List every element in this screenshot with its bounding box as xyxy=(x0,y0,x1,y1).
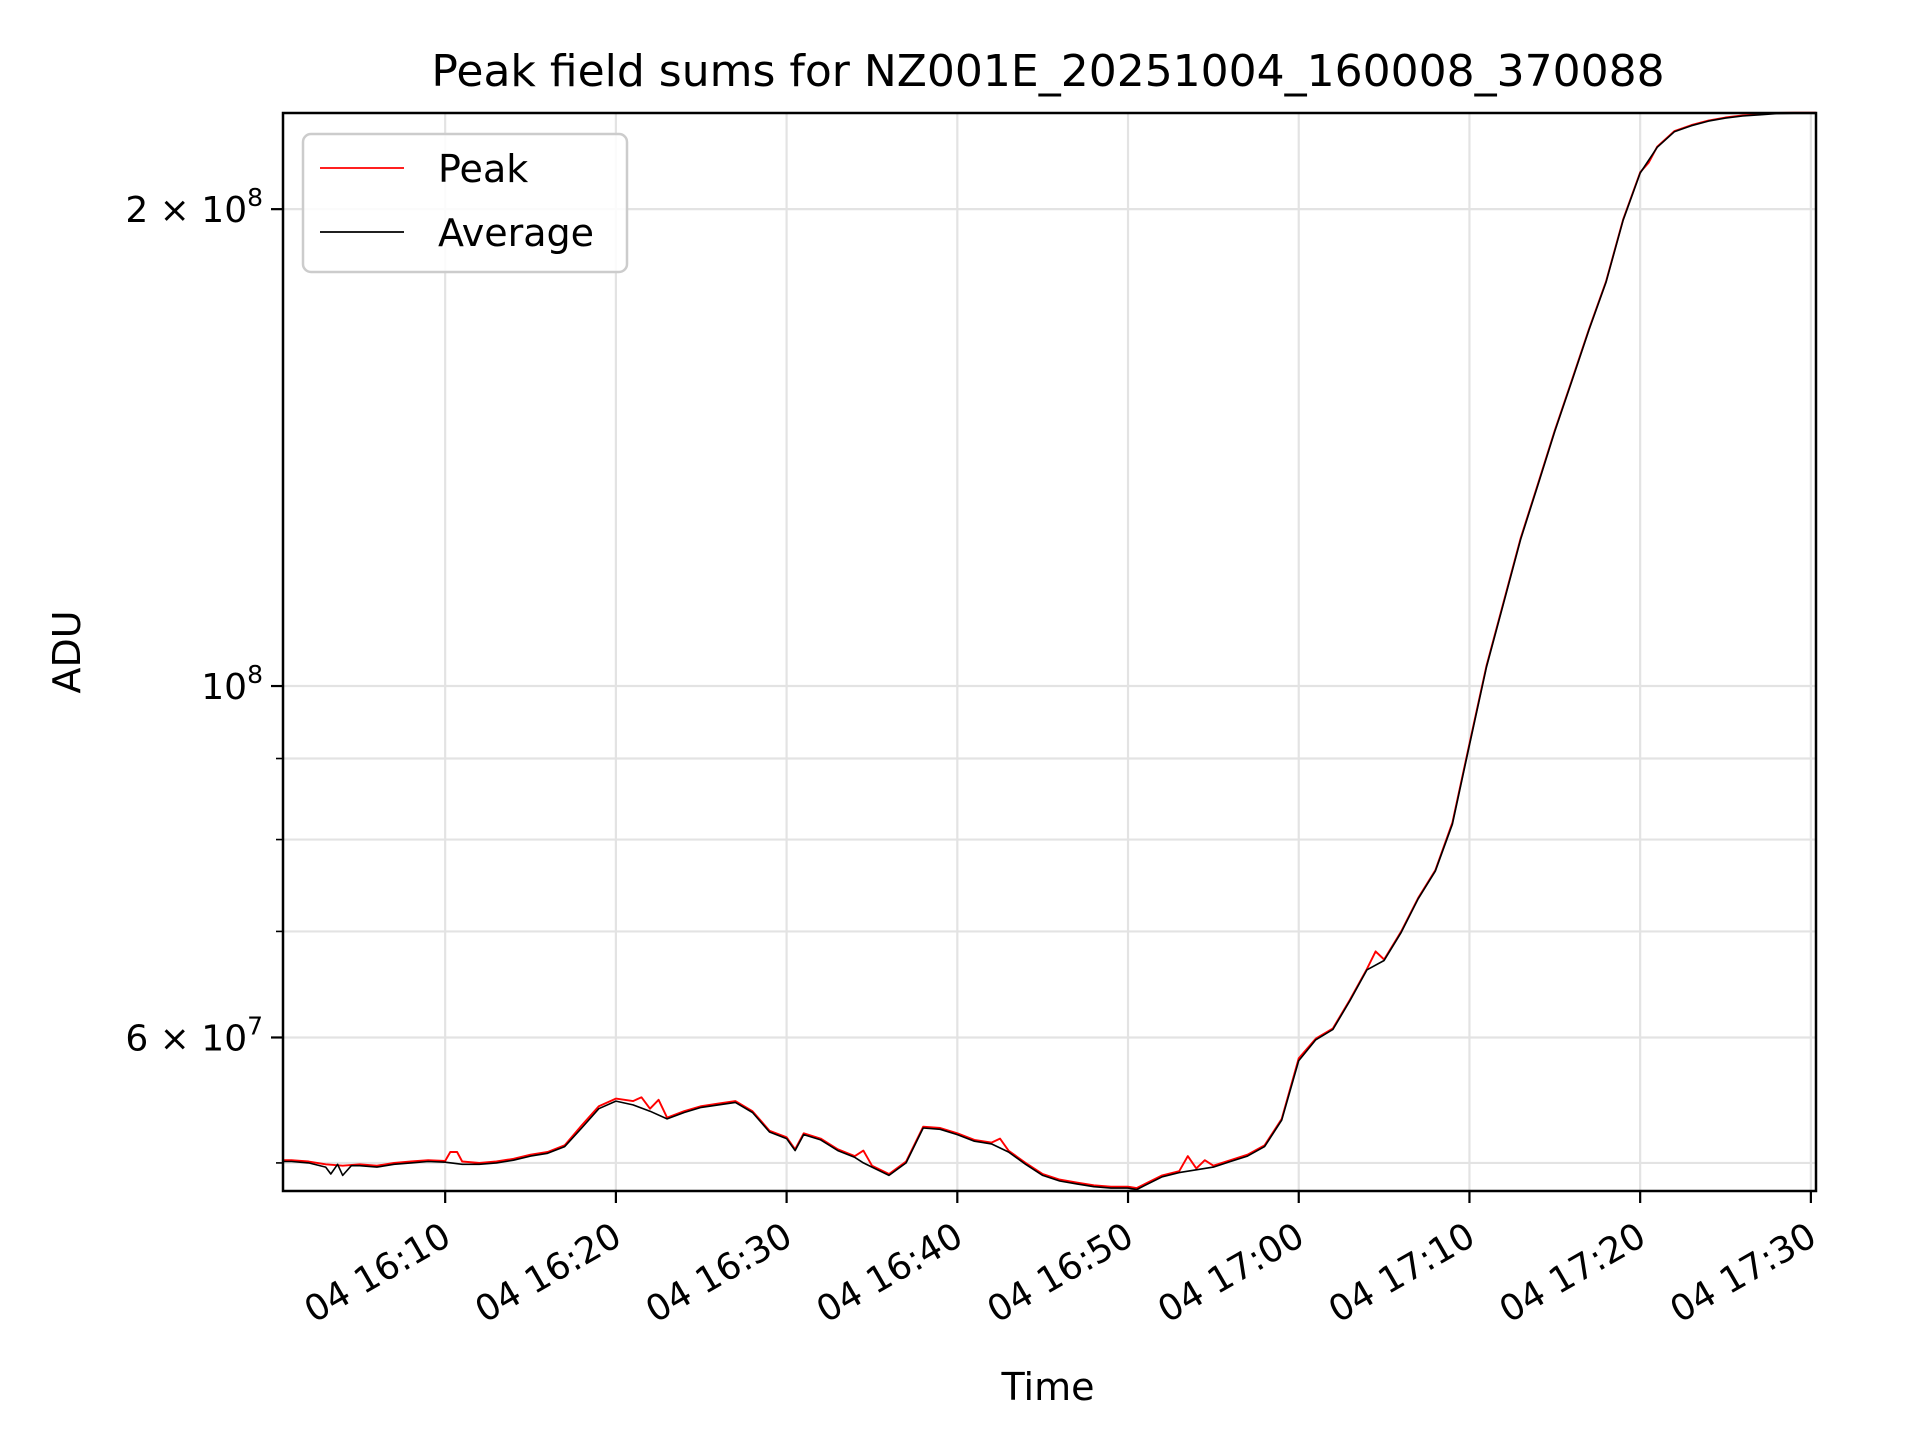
y-tick-label: 108 xyxy=(201,660,263,708)
x-tick-label: 04 17:20 xyxy=(1493,1215,1653,1331)
y-axis-label: ADU xyxy=(45,610,89,693)
x-tick-label: 04 16:30 xyxy=(639,1215,799,1331)
x-tick-label: 04 16:10 xyxy=(298,1215,458,1331)
y-axis: 6 × 107 108 2 × 108 xyxy=(125,183,283,1164)
grid xyxy=(283,113,1816,1191)
legend-label-average: Average xyxy=(438,211,594,255)
legend: Peak Average xyxy=(301,132,629,274)
x-tick-label: 04 17:00 xyxy=(1151,1215,1311,1331)
x-tick-label: 04 17:10 xyxy=(1322,1215,1482,1331)
chart-title: Peak field sums for NZ001E_20251004_1600… xyxy=(431,46,1664,97)
series-line-average xyxy=(283,112,1816,1191)
x-tick-label: 04 17:30 xyxy=(1663,1215,1823,1331)
x-axis-label: Time xyxy=(1001,1365,1095,1409)
x-tick-label: 04 16:20 xyxy=(468,1215,628,1331)
y-tick-label: 6 × 107 xyxy=(125,1011,263,1059)
y-tick-label: 2 × 108 xyxy=(125,183,263,231)
x-tick-label: 04 16:40 xyxy=(810,1215,970,1331)
plot-frame xyxy=(281,111,1818,1193)
x-tick-label: 04 16:50 xyxy=(981,1215,1141,1331)
plot-lines xyxy=(283,111,1816,1191)
series-line-peak xyxy=(283,111,1816,1190)
legend-label-peak: Peak xyxy=(438,147,528,191)
x-axis: 04 16:10 04 16:20 04 16:30 04 16:40 04 16:50… xyxy=(298,1191,1823,1331)
